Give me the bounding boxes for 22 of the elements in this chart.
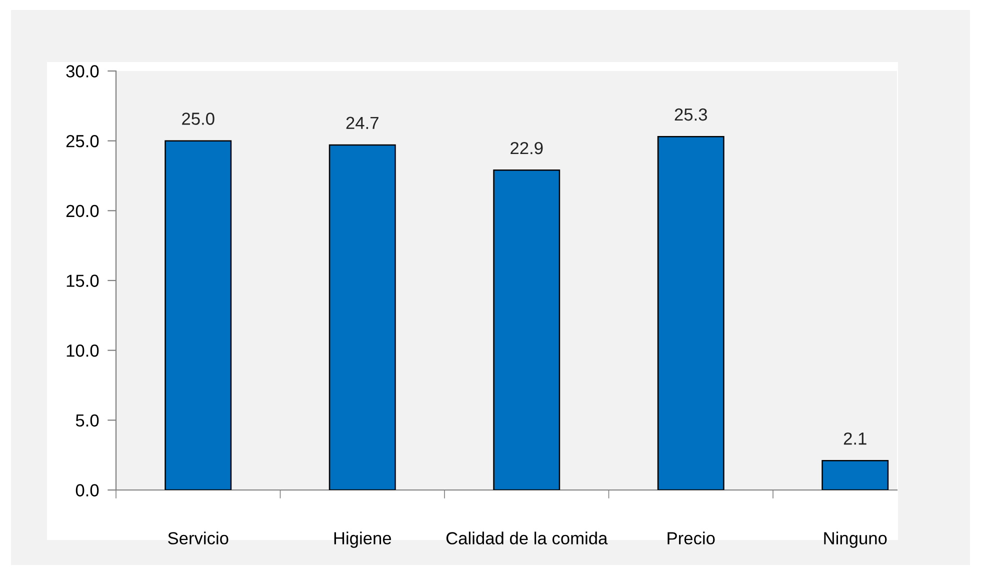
- bar: [657, 136, 724, 490]
- x-tick-label: Ninguno: [824, 532, 887, 548]
- x-tick-label: Servicio: [168, 532, 228, 544]
- y-tick-label: 0.0: [76, 484, 99, 496]
- data-label: 24.7: [346, 116, 378, 129]
- bar: [328, 144, 396, 490]
- y-tick-label: 20.0: [66, 204, 99, 218]
- x-tick-label: Higiene: [334, 532, 392, 548]
- y-tick-label: 15.0: [66, 274, 99, 287]
- bar: [493, 170, 560, 490]
- y-tick-label: 25.0: [66, 135, 99, 148]
- y-tick-label: 10.0: [66, 344, 99, 357]
- y-tick-label: 30.0: [66, 65, 99, 78]
- x-tick-label: Precio: [668, 532, 715, 544]
- y-tick-label: 5.0: [76, 414, 99, 427]
- x-tick-label: Calidad de la comida: [446, 532, 608, 544]
- data-label: 22.9: [510, 142, 543, 154]
- data-label: 25.0: [182, 112, 214, 125]
- data-label: 2.1: [844, 432, 866, 445]
- bar: [164, 140, 232, 490]
- bar: [822, 460, 889, 490]
- data-label: 25.3: [674, 108, 707, 121]
